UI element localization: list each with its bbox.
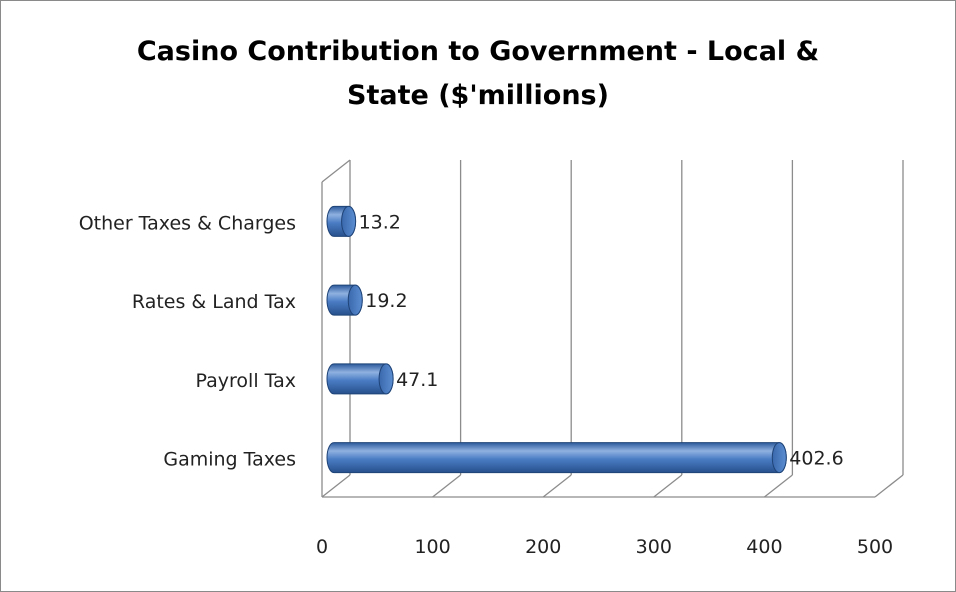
x-tick-label-200: 200 bbox=[525, 536, 561, 558]
floor-line-500 bbox=[874, 474, 904, 498]
x-tick-label-300: 300 bbox=[636, 536, 672, 558]
value-label-rates-land-tax: 19.2 bbox=[365, 290, 407, 312]
chart-title-line-2: State ($'millions) bbox=[347, 80, 609, 111]
value-label-gaming-taxes: 402.6 bbox=[789, 448, 843, 470]
bar-cap-payroll-tax bbox=[378, 363, 394, 395]
category-label-other-taxes-charges: Other Taxes & Charges bbox=[79, 212, 296, 234]
bar-rates-land-tax bbox=[326, 284, 363, 316]
category-label-payroll-tax: Payroll Tax bbox=[196, 370, 296, 392]
bar-payroll-tax bbox=[326, 363, 394, 395]
value-label-other-taxes-charges: 13.2 bbox=[359, 211, 401, 233]
floor-line-100 bbox=[432, 474, 462, 498]
category-label-gaming-taxes: Gaming Taxes bbox=[163, 449, 296, 471]
bar-cap-gaming-taxes bbox=[771, 442, 787, 474]
labels: 0 100 200 300 400 500 Gaming Taxes 402.6 Payroll… bbox=[79, 211, 893, 558]
x-tick-label-100: 100 bbox=[414, 536, 450, 558]
bar-cap-other-taxes-charges bbox=[341, 205, 357, 237]
gridlines bbox=[321, 159, 904, 498]
floor-line-400 bbox=[763, 474, 793, 498]
side-wall-top-edge bbox=[321, 159, 351, 183]
bar-body-gaming-taxes bbox=[326, 442, 787, 474]
x-tick-label-400: 400 bbox=[746, 536, 782, 558]
x-tick-label-0: 0 bbox=[316, 536, 328, 558]
bars bbox=[326, 205, 787, 474]
bar-gaming-taxes bbox=[326, 442, 787, 474]
value-label-payroll-tax: 47.1 bbox=[396, 369, 438, 391]
x-tick-label-500: 500 bbox=[857, 536, 893, 558]
bar-cap-rates-land-tax bbox=[347, 284, 363, 316]
floor-line-300 bbox=[653, 474, 683, 498]
chart-title-line-1: Casino Contribution to Government - Loca… bbox=[136, 36, 820, 67]
chart-title: Casino Contribution to Government - Loca… bbox=[0, 30, 956, 118]
bar-other-taxes-charges bbox=[326, 205, 357, 237]
floor-line-0 bbox=[321, 474, 351, 498]
floor-line-200 bbox=[542, 474, 572, 498]
category-label-rates-land-tax: Rates & Land Tax bbox=[132, 291, 296, 313]
